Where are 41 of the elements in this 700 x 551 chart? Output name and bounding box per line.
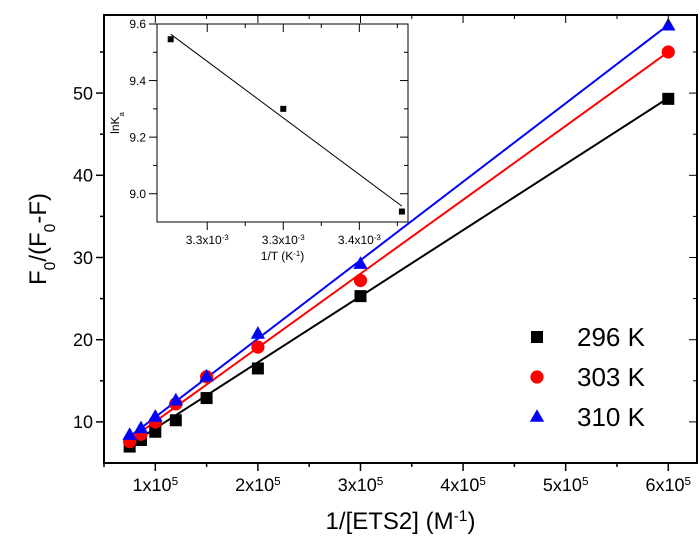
x-tick-label: 6x10$^{5}$ [645, 474, 692, 495]
point [200, 392, 213, 404]
point [398, 208, 405, 215]
y-tick-label: 50 [72, 83, 93, 104]
point [122, 427, 137, 440]
point [250, 326, 266, 339]
y-tick-label: 30 [72, 248, 93, 268]
y-tick-label: 9.2 [129, 130, 146, 144]
legend-label: 303 K [577, 362, 646, 392]
point [168, 392, 184, 406]
point [168, 36, 174, 42]
point [662, 92, 674, 105]
x-tick-label: 3x10$^{5}$ [338, 474, 384, 495]
x-tick-label: 5x10$^{5}$ [542, 474, 589, 495]
point [354, 290, 366, 302]
y-tick-label: 9.0 [129, 186, 146, 201]
x-axis-title: 1/[ETS2] (M$^{-1}$) [326, 508, 476, 535]
legend-label: 296 K [577, 322, 646, 352]
x-tick-label: 2x10$^{5}$ [235, 474, 282, 495]
legend-label: 310 K [577, 402, 646, 432]
y-tick-label: 40 [72, 166, 93, 186]
x-tick-label: 3.3x10$^{-3}$ [186, 232, 229, 247]
x-axis-title: 1/T (K$^{-1}$) [260, 248, 304, 263]
point [354, 274, 368, 288]
y-tick-label: 9.6 [129, 17, 146, 32]
point [353, 256, 368, 269]
x-tick-label: 3.4x10$^{-3}$ [338, 232, 381, 247]
point [251, 340, 264, 354]
point [662, 45, 675, 59]
x-tick-label: 4x10$^{5}$ [440, 474, 486, 495]
point [148, 409, 162, 422]
point [170, 414, 182, 426]
point [661, 18, 676, 30]
x-tick-label: 1x10$^{5}$ [132, 474, 179, 495]
point [252, 362, 264, 374]
y-tick-label: 9.4 [129, 74, 146, 88]
x-tick-label: 3.3x10$^{-3}$ [262, 232, 305, 247]
y-tick-label: 20 [72, 330, 93, 350]
point [280, 106, 286, 112]
y-tick-label: 10 [72, 412, 93, 432]
point [134, 420, 148, 434]
